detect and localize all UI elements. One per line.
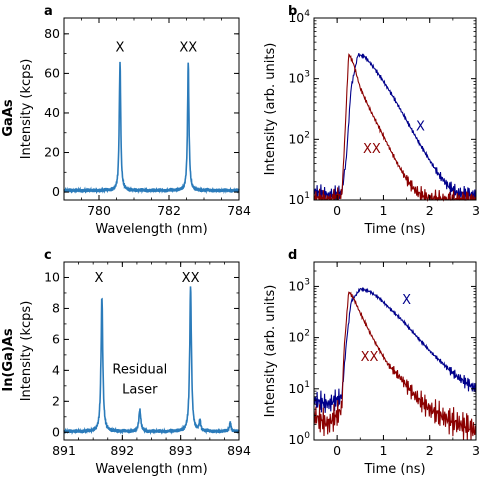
row-label-ingaas: In(Ga)As [1,328,16,391]
y-axis-label: Intensity (kcps) [19,59,34,160]
panel-letter: c [44,248,52,263]
y-axis-label: Intensity (arb. units) [263,285,278,418]
y-tick-label: 20 [44,145,60,160]
x-tick-label: 894 [227,443,251,458]
series-line-x [313,287,477,413]
x-axis-label: Time (ns) [363,462,425,477]
annotation-x: X [416,119,425,134]
x-tick-label: 891 [52,443,76,458]
series-line-xx [313,53,477,203]
panel-a: 780 782 784 0 20 40 60 80 Wavelength (nm) Intensi… [19,4,251,237]
annotation-xx: XX [179,41,197,56]
y-tick-label: 0 [52,424,60,439]
y-tick-label: 6 [52,331,60,346]
spectrum-line [63,61,240,195]
annotation-x: X [116,41,125,56]
axes-frame [63,17,240,201]
y-tick-label: 2 [52,393,60,408]
y-tick-label: 60 [44,65,60,80]
y-tick-label: 101 [288,191,310,207]
series-line-xx [313,291,477,441]
panel-letter: d [288,248,297,263]
y-tick-label: 4 [52,362,60,377]
y-tick-label: 104 [288,9,310,25]
axes-frame [63,261,240,441]
y-tick-label: 8 [52,300,60,315]
x-tick-label: 3 [472,203,480,218]
y-axis-label: Intensity (kcps) [19,301,34,402]
y-tick-label: 103 [288,277,310,293]
y-tick-label: 0 [52,184,60,199]
y-tick-label: 40 [44,105,60,120]
x-tick-label: 784 [227,203,251,218]
row-label-gaas: GaAs [1,99,16,137]
annotation-xx: XX [182,271,200,286]
x-tick-label: 2 [426,203,434,218]
panel-b: 0 1 2 3 101 102 103 104 Time (ns) Intensity (arb.… [263,4,480,237]
y-tick-label: 103 [288,70,310,86]
y-tick-label: 80 [44,26,60,41]
panel-letter: a [44,4,53,19]
x-axis-label: Wavelength (nm) [95,222,207,237]
y-tick-label: 102 [288,130,310,146]
x-tick-label: 893 [169,443,193,458]
annotation-x: X [95,271,104,286]
spectrum-line [63,286,240,436]
x-tick-label: 1 [379,443,387,458]
x-tick-label: 0 [333,203,341,218]
series-line-x [313,53,477,201]
x-axis-label: Time (ns) [363,222,425,237]
x-tick-label: 892 [110,443,134,458]
x-tick-label: 1 [379,203,387,218]
panel-letter: b [288,4,297,19]
y-tick-label: 102 [288,329,310,345]
y-tick-label: 101 [288,380,310,396]
x-tick-label: 782 [157,203,181,218]
y-axis-label: Intensity (arb. units) [263,43,278,176]
axes-frame [313,17,477,201]
annotation-x: X [402,293,411,308]
panel-c: 891 892 893 894 0 2 4 6 8 10 Wavelength (nm) Intens… [19,248,251,477]
annotation-laser: Laser [122,383,158,398]
axes-frame [313,261,477,441]
annotation-xx: XX [363,142,381,157]
x-tick-label: 2 [426,443,434,458]
annotation-xx: XX [361,350,379,365]
panel-d: 0 1 2 3 100 101 102 103 Time (ns) Intensity (arb.… [263,248,480,477]
y-tick-label: 10 [44,269,60,284]
annotation-residual: Residual [112,362,167,377]
y-tick-label: 100 [288,431,310,447]
x-tick-label: 0 [333,443,341,458]
x-tick-label: 3 [472,443,480,458]
x-tick-label: 780 [87,203,111,218]
x-axis-label: Wavelength (nm) [95,462,207,477]
